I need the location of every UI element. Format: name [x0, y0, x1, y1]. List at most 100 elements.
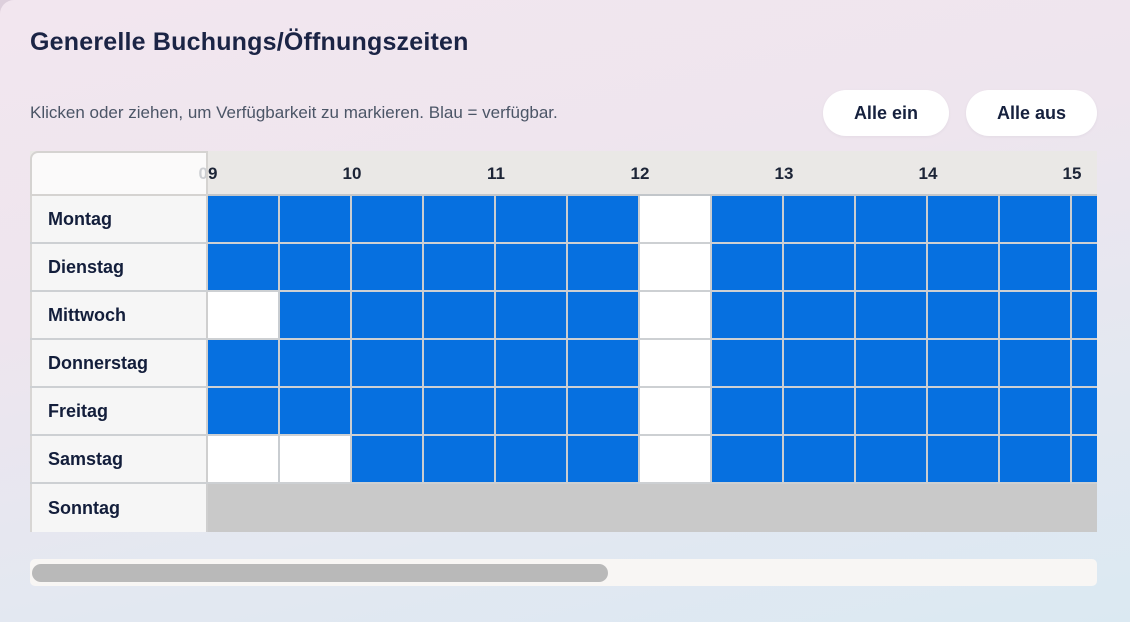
slot-cell[interactable]: [928, 340, 1000, 386]
day-row: Mittwoch: [30, 292, 1097, 340]
slot-cell[interactable]: [208, 196, 280, 242]
slot-cell[interactable]: [280, 340, 352, 386]
availability-grid: 09 10 11 12 13 14 15 Montag Dienstag Mittwoch Don…: [30, 151, 1097, 532]
slot-cell[interactable]: [568, 436, 640, 482]
slot-cell[interactable]: [784, 436, 856, 482]
slot-cell[interactable]: [856, 196, 928, 242]
slot-cell[interactable]: [280, 436, 352, 482]
slot-cell[interactable]: [1000, 340, 1072, 386]
slot-cell[interactable]: [784, 388, 856, 434]
slot-cell[interactable]: [208, 340, 280, 386]
all-on-button[interactable]: Alle ein: [822, 90, 949, 136]
grid-corner-cell: [30, 151, 208, 196]
slot-cell[interactable]: [640, 340, 712, 386]
slot-cell[interactable]: [424, 196, 496, 242]
slot-cell[interactable]: [280, 388, 352, 434]
slot-cell[interactable]: [928, 196, 1000, 242]
slot-cell[interactable]: [496, 340, 568, 386]
slot-cell[interactable]: [856, 244, 928, 290]
slot-cell[interactable]: [1072, 196, 1097, 242]
slot-cell[interactable]: [424, 388, 496, 434]
slot-cell[interactable]: [712, 244, 784, 290]
slot-cell[interactable]: [280, 196, 352, 242]
hour-label: 13: [774, 163, 794, 183]
slot-cell[interactable]: [352, 388, 424, 434]
slot-cell[interactable]: [352, 196, 424, 242]
slot-cell[interactable]: [1072, 388, 1097, 434]
day-row: Dienstag: [30, 244, 1097, 292]
slot-cell[interactable]: [928, 292, 1000, 338]
slot-cell[interactable]: [568, 244, 640, 290]
slot-cell[interactable]: [568, 388, 640, 434]
slot-cell[interactable]: [352, 436, 424, 482]
slot-cell[interactable]: [1072, 340, 1097, 386]
slot-cell[interactable]: [712, 388, 784, 434]
day-label: Dienstag: [30, 244, 208, 290]
slot-cell[interactable]: [352, 292, 424, 338]
slot-cell[interactable]: [712, 196, 784, 242]
slot-cell[interactable]: [496, 196, 568, 242]
bulk-action-buttons: Alle ein Alle aus: [822, 90, 1097, 136]
hour-label: 12: [630, 163, 650, 183]
slot-cell[interactable]: [928, 436, 1000, 482]
slot-cell[interactable]: [1072, 244, 1097, 290]
slot-cell[interactable]: [424, 292, 496, 338]
horizontal-scrollbar-track[interactable]: [30, 559, 1097, 586]
hour-label: 11: [487, 163, 505, 183]
slot-cell[interactable]: [1000, 244, 1072, 290]
day-row: Donnerstag: [30, 340, 1097, 388]
slot-cell[interactable]: [712, 340, 784, 386]
slot-cell[interactable]: [856, 292, 928, 338]
grid-header-row: 09 10 11 12 13 14 15: [30, 151, 1097, 196]
slot-cell[interactable]: [352, 340, 424, 386]
slot-cell[interactable]: [496, 436, 568, 482]
slot-cell[interactable]: [712, 436, 784, 482]
slot-cell[interactable]: [928, 244, 1000, 290]
slot-cell[interactable]: [496, 388, 568, 434]
slot-cell[interactable]: [208, 388, 280, 434]
day-label: Samstag: [30, 436, 208, 482]
slot-cell[interactable]: [568, 340, 640, 386]
hour-label: 10: [342, 163, 362, 183]
slot-cell[interactable]: [784, 244, 856, 290]
slot-cell[interactable]: [784, 292, 856, 338]
slot-cell[interactable]: [712, 292, 784, 338]
slot-cell[interactable]: [1000, 292, 1072, 338]
slot-cell[interactable]: [928, 388, 1000, 434]
slot-cell[interactable]: [568, 196, 640, 242]
slot-cell[interactable]: [496, 244, 568, 290]
slot-cell[interactable]: [1000, 388, 1072, 434]
slot-cell[interactable]: [280, 244, 352, 290]
slot-cell[interactable]: [640, 244, 712, 290]
slot-cell[interactable]: [208, 436, 280, 482]
day-label: Montag: [30, 196, 208, 242]
slot-cell[interactable]: [640, 292, 712, 338]
instructions-text: Klicken oder ziehen, um Verfügbarkeit zu…: [30, 103, 558, 122]
slot-cell[interactable]: [424, 436, 496, 482]
grid-body: Montag Dienstag Mittwoch Donnerstag Freitag S…: [30, 196, 1097, 532]
slot-cell[interactable]: [856, 340, 928, 386]
slot-cell[interactable]: [1000, 196, 1072, 242]
slot-cell[interactable]: [784, 196, 856, 242]
toolbar: Klicken oder ziehen, um Verfügbarkeit zu…: [30, 90, 1097, 136]
slot-cell[interactable]: [1000, 436, 1072, 482]
slot-cell[interactable]: [208, 292, 280, 338]
slot-cell[interactable]: [640, 196, 712, 242]
horizontal-scrollbar-thumb[interactable]: [32, 564, 608, 582]
slot-cell[interactable]: [640, 388, 712, 434]
slot-cell[interactable]: [424, 244, 496, 290]
slot-cell[interactable]: [856, 388, 928, 434]
slot-cell[interactable]: [640, 436, 712, 482]
slot-cell[interactable]: [1072, 436, 1097, 482]
slot-cell[interactable]: [568, 292, 640, 338]
slot-cell[interactable]: [424, 340, 496, 386]
day-label: Freitag: [30, 388, 208, 434]
slot-cell[interactable]: [280, 292, 352, 338]
all-off-button[interactable]: Alle aus: [965, 90, 1097, 136]
slot-cell[interactable]: [352, 244, 424, 290]
slot-cell[interactable]: [856, 436, 928, 482]
slot-cell[interactable]: [496, 292, 568, 338]
slot-cell[interactable]: [1072, 292, 1097, 338]
slot-cell[interactable]: [208, 244, 280, 290]
slot-cell[interactable]: [784, 340, 856, 386]
